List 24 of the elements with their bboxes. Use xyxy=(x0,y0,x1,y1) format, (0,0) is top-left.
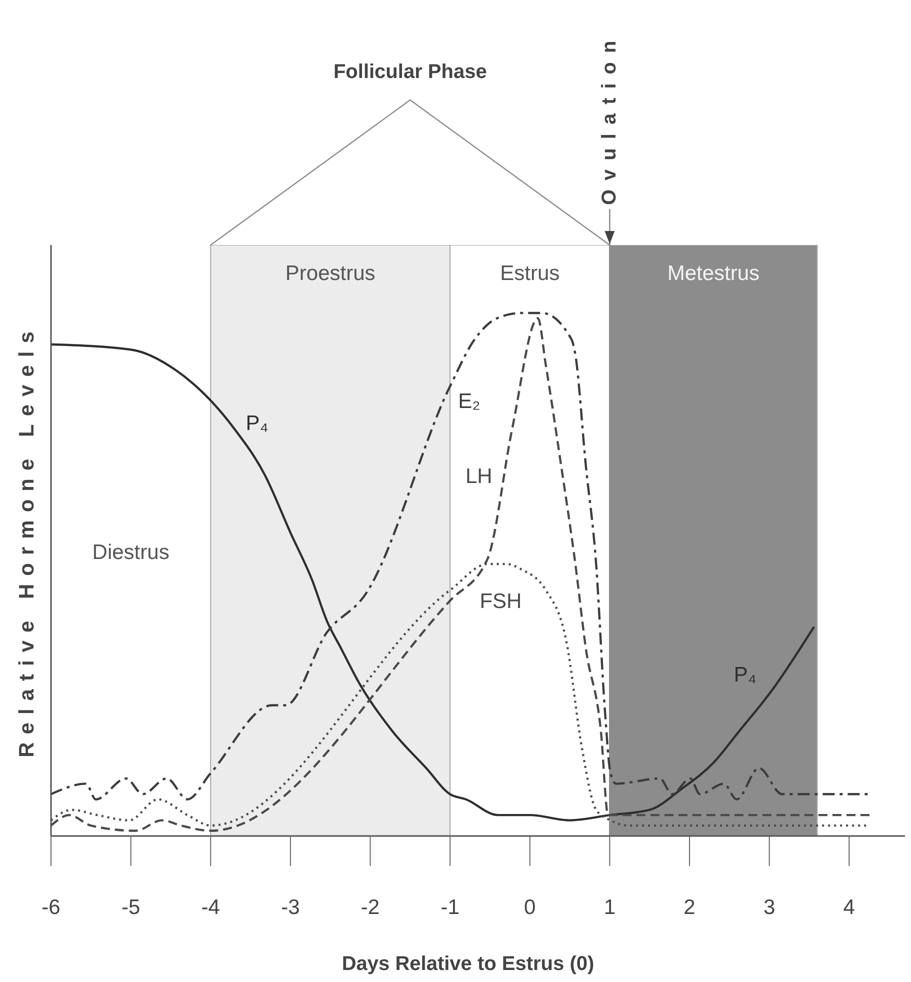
annotation: Diestrus xyxy=(92,541,170,564)
series-label: E₂ xyxy=(458,390,480,414)
x-tick-label: 0 xyxy=(524,896,536,919)
x-tick-label: 4 xyxy=(843,896,856,919)
x-tick-label: -6 xyxy=(42,896,60,919)
x-tick-label: 1 xyxy=(604,896,616,919)
x-tick-label: -2 xyxy=(360,896,380,919)
band-label: Metestrus xyxy=(667,262,760,285)
x-tick-label: 3 xyxy=(763,896,776,919)
text: P₄ xyxy=(734,664,757,687)
x-tick-label: -4 xyxy=(201,896,220,919)
x-tick-label: -1 xyxy=(440,896,460,919)
series-label: FSH xyxy=(480,590,522,614)
text: Follicular Phase xyxy=(333,61,487,83)
band-label: Estrus xyxy=(500,262,560,285)
x-tick-label: -3 xyxy=(281,896,300,919)
y-axis-title: Relative Hormone Levels xyxy=(16,324,38,758)
series-label: P₄ xyxy=(246,412,268,436)
series-label: LH xyxy=(465,465,492,488)
x-axis-title: Days Relative to Estrus (0) xyxy=(342,953,594,975)
ref-line-label: Ovulation xyxy=(598,32,621,205)
x-tick-label: 2 xyxy=(684,896,696,919)
band-label: Proestrus xyxy=(285,262,376,285)
x-tick-label: -5 xyxy=(121,896,140,919)
